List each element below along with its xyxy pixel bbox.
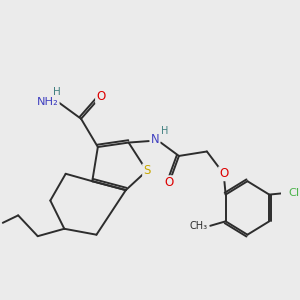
Text: Cl: Cl [289,188,300,198]
Text: O: O [164,176,174,189]
Text: H: H [52,87,60,97]
Text: O: O [96,90,105,103]
Text: NH₂: NH₂ [37,98,59,107]
Text: CH₃: CH₃ [190,221,208,231]
Text: O: O [219,167,228,180]
Text: H: H [161,126,169,136]
Text: N: N [151,133,160,146]
Text: S: S [143,164,151,177]
